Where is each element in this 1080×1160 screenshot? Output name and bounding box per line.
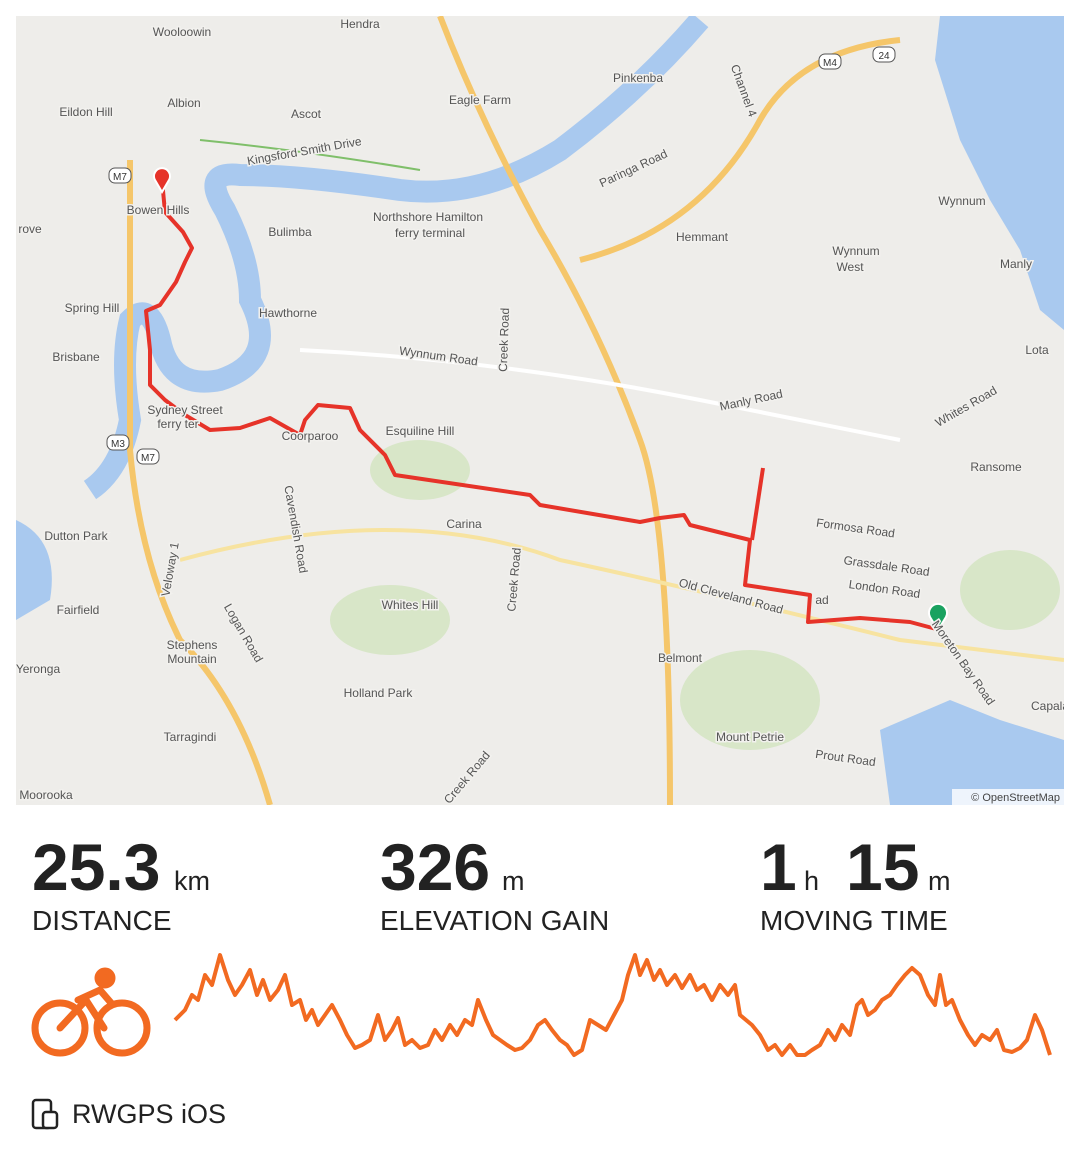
device-icon (31, 1098, 59, 1130)
map-label: Wooloowin (153, 25, 211, 39)
elevation-profile (173, 953, 1052, 1057)
stat-label: DISTANCE (32, 905, 172, 936)
stat-value: 25.3 (32, 830, 160, 904)
map-label: Mountain (167, 652, 216, 666)
map-label: Sydney Street (147, 403, 223, 417)
bay (935, 16, 1064, 330)
bike-icon (31, 967, 151, 1057)
map-background (16, 16, 1064, 805)
map-label: Bulimba (268, 225, 312, 239)
road-shield-label: M3 (111, 439, 125, 450)
park (680, 650, 820, 750)
map-label: Pinkenba (613, 71, 663, 85)
bay (880, 700, 1064, 805)
road-shield (872, 46, 896, 63)
map-label: Capala (1031, 699, 1069, 713)
road-shield-label: 24 (878, 51, 890, 62)
map-label: Ransome (970, 460, 1022, 474)
map-label: Creek Road (496, 308, 512, 372)
park (370, 440, 470, 500)
map-label: Lota (1025, 343, 1049, 357)
attribution-bg (952, 789, 1064, 805)
motorway (437, 16, 673, 805)
road (179, 528, 1064, 662)
motorway (579, 37, 901, 263)
stat-unit: m (502, 866, 525, 896)
map-label: Holland Park (344, 686, 414, 700)
map-label: Manly (1000, 257, 1032, 271)
map-label: Belmont (658, 651, 703, 665)
map-label: Hendra (340, 17, 380, 31)
map-label: Northshore Hamilton (373, 210, 483, 224)
map: Hendra Wooloowin Pinkenba Eagle Farm Eildon … (16, 16, 1069, 805)
map-label: Tarragindi (164, 730, 217, 744)
map-label: Fairfield (57, 603, 100, 617)
stats: 25.3 km DISTANCE 326 m ELEVATION GAIN 1 … (32, 830, 951, 936)
map-label: Whites Hill (382, 598, 439, 612)
cycleway (199, 139, 421, 171)
road (299, 348, 901, 442)
end-pin (153, 167, 171, 194)
start-pin (928, 602, 948, 632)
map-label: Albion (167, 96, 200, 110)
road-shield (136, 448, 160, 465)
map-label: Bowen Hills (127, 203, 190, 217)
road-shield (106, 434, 130, 451)
stat-unit: m (928, 866, 951, 896)
map-label: ferry terminal (395, 226, 465, 240)
stat-value: 1 (760, 830, 797, 904)
river (83, 16, 709, 500)
attribution: © OpenStreetMap (971, 792, 1060, 804)
map-label: Dutton Park (44, 529, 108, 543)
map-label: Carina (446, 517, 482, 531)
stat-label: MOVING TIME (760, 905, 948, 936)
map-label: ad (815, 593, 828, 607)
road-shield-label: M7 (113, 172, 127, 183)
map-label: Spring Hill (65, 301, 120, 315)
map-label: Yeronga (16, 662, 61, 676)
device-name: RWGPS iOS (72, 1099, 226, 1129)
route (144, 179, 941, 632)
map-label: Coorparoo (282, 429, 339, 443)
map-label: Eagle Farm (449, 93, 511, 107)
park (330, 585, 450, 655)
map-label: ferry ter (157, 417, 198, 431)
map-label: rove (18, 222, 42, 236)
map-label: Mount Petrie (716, 730, 784, 744)
map-label: Stephens (167, 638, 218, 652)
map-label: Moorooka (19, 788, 73, 802)
stat-label: ELEVATION GAIN (380, 905, 609, 936)
map-label: Eildon Hill (59, 105, 112, 119)
road-shield-label: M7 (141, 453, 155, 464)
road-shield-label: M4 (823, 58, 837, 69)
road-shield (818, 53, 842, 70)
map-label: Hemmant (676, 230, 729, 244)
map-label: Wynnum (938, 194, 985, 208)
stat-unit: km (174, 866, 210, 896)
map-label: West (836, 260, 864, 274)
road-shield (108, 167, 132, 184)
park (960, 550, 1060, 630)
stat-unit: h (804, 866, 819, 896)
stat-value: 15 (846, 830, 919, 904)
map-label: Hawthorne (259, 306, 317, 320)
map-label: Ascot (291, 107, 322, 121)
map-label: Esquiline Hill (386, 424, 455, 438)
route (750, 467, 765, 541)
motorway (126, 160, 273, 805)
stat-value: 326 (380, 830, 490, 904)
river (16, 520, 52, 620)
map-label: Wynnum (832, 244, 879, 258)
map-label: Brisbane (52, 350, 100, 364)
